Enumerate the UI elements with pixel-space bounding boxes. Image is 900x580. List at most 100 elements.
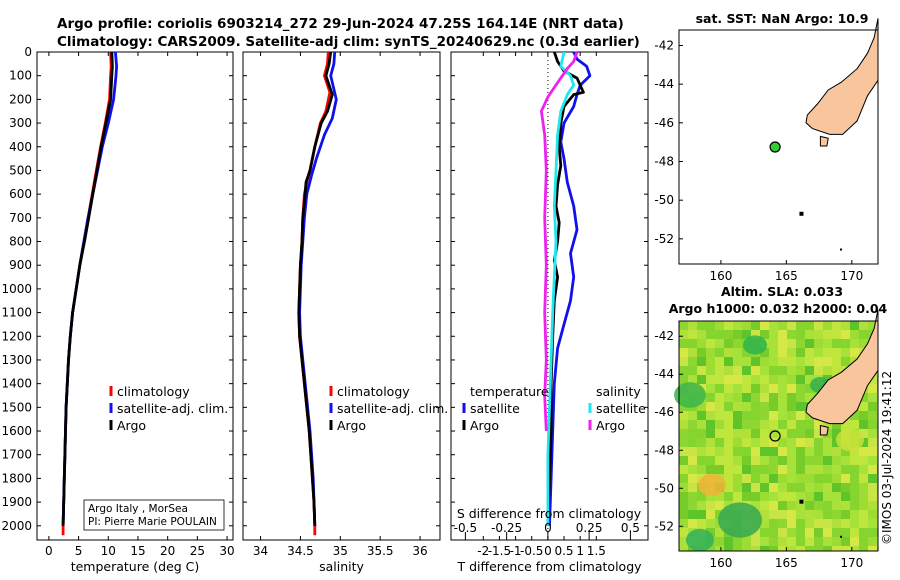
sla-cell [796,510,805,519]
sla-cell [868,465,877,474]
sla-cell [814,501,823,510]
sla-cell [805,465,814,474]
land-stewart-island [819,424,829,436]
y-tick-label: 900 [9,258,32,272]
sla-cell [859,330,868,339]
sla-cell [733,357,742,366]
sla-cell [841,519,850,528]
sla-cell [787,447,796,456]
salinity-panel: 34 34.5 35 35.5 36 salinity climatology satelli… [242,51,448,574]
x-tick-label: 20 [160,544,175,558]
sla-cell [742,393,751,402]
sla-cell [796,366,805,375]
sla-cell [868,483,877,492]
sla-cell [715,456,724,465]
sla-cell [715,465,724,474]
secondary-x-tick-label: 0 [544,521,552,535]
sla-cell [814,492,823,501]
sla-cell [769,528,778,537]
sla-cell [778,546,787,551]
sla-cell [859,402,868,411]
series-line-argo [61,51,114,526]
sla-cell [733,393,742,402]
sla-cell [742,492,751,501]
y-tick-label: 800 [9,235,32,249]
sla-cell [796,411,805,420]
map-y-tick-label: -48 [654,155,674,169]
sla-cell [796,339,805,348]
sla-cell [724,447,733,456]
sla-cell [841,474,850,483]
sla-cell [787,420,796,429]
sla-cell [805,528,814,537]
sla-cell [868,546,877,551]
sla-cell [679,321,688,330]
sla-cell [733,456,742,465]
sla-cell [688,357,697,366]
sla-cell [805,519,814,528]
sla-cell [760,348,769,357]
sla-blob [698,473,726,497]
sla-cell [778,519,787,528]
sla-cell [868,402,877,411]
x-axis-label: temperature (deg C) [71,559,200,574]
sla-cell [823,357,832,366]
sla-cell [841,537,850,546]
secondary-x-tick-label: -0.25 [491,521,522,535]
sla-cell [742,348,751,357]
sla-cell [751,492,760,501]
sla-cell [778,357,787,366]
sla-cell [679,411,688,420]
sla-cell [796,348,805,357]
sla-cell [706,366,715,375]
sla-cell [796,420,805,429]
y-tick-label: 1600 [1,424,32,438]
sla-cell [769,483,778,492]
sla-cell [733,339,742,348]
sla-cell [805,438,814,447]
sla-cell [787,339,796,348]
sla-cell [787,528,796,537]
sla-cell [715,546,724,551]
sla-cell [787,492,796,501]
sla-cell [769,339,778,348]
y-tick-label: 2000 [1,519,32,533]
sla-cell [868,528,877,537]
sla-cell [760,510,769,519]
sla-cell [868,429,877,438]
sla-cell [850,528,859,537]
sla-cell [769,348,778,357]
y-tick-label: 0 [24,45,32,59]
sla-cell [787,321,796,330]
sla-cell [715,420,724,429]
sla-cell [760,537,769,546]
sla-cell [805,357,814,366]
sla-cell [679,501,688,510]
sla-cell [706,501,715,510]
sla-cell [787,483,796,492]
sla-cell [859,339,868,348]
map-x-tick-label: 160 [709,556,732,570]
sla-cell [868,474,877,483]
sla-cell [850,483,859,492]
sla-cell [832,348,841,357]
sla-cell [715,429,724,438]
map-y-tick-label: -50 [654,193,674,207]
sla-cell [769,492,778,501]
sla-cell [769,384,778,393]
sla-cell [796,456,805,465]
sla-cell [679,366,688,375]
sla-cell [733,546,742,551]
sla-cell [706,321,715,330]
sla-cell [688,429,697,438]
sla-cell [796,501,805,510]
sla-cell [742,420,751,429]
sla-cell [796,393,805,402]
sla-cell [868,411,877,420]
sla-cell [787,546,796,551]
sla-cell [724,321,733,330]
land-stewart-island [819,135,829,147]
y-tick-label: 1400 [1,377,32,391]
map-x-tick-label: 170 [840,556,863,570]
land-campbell-island [840,535,843,538]
